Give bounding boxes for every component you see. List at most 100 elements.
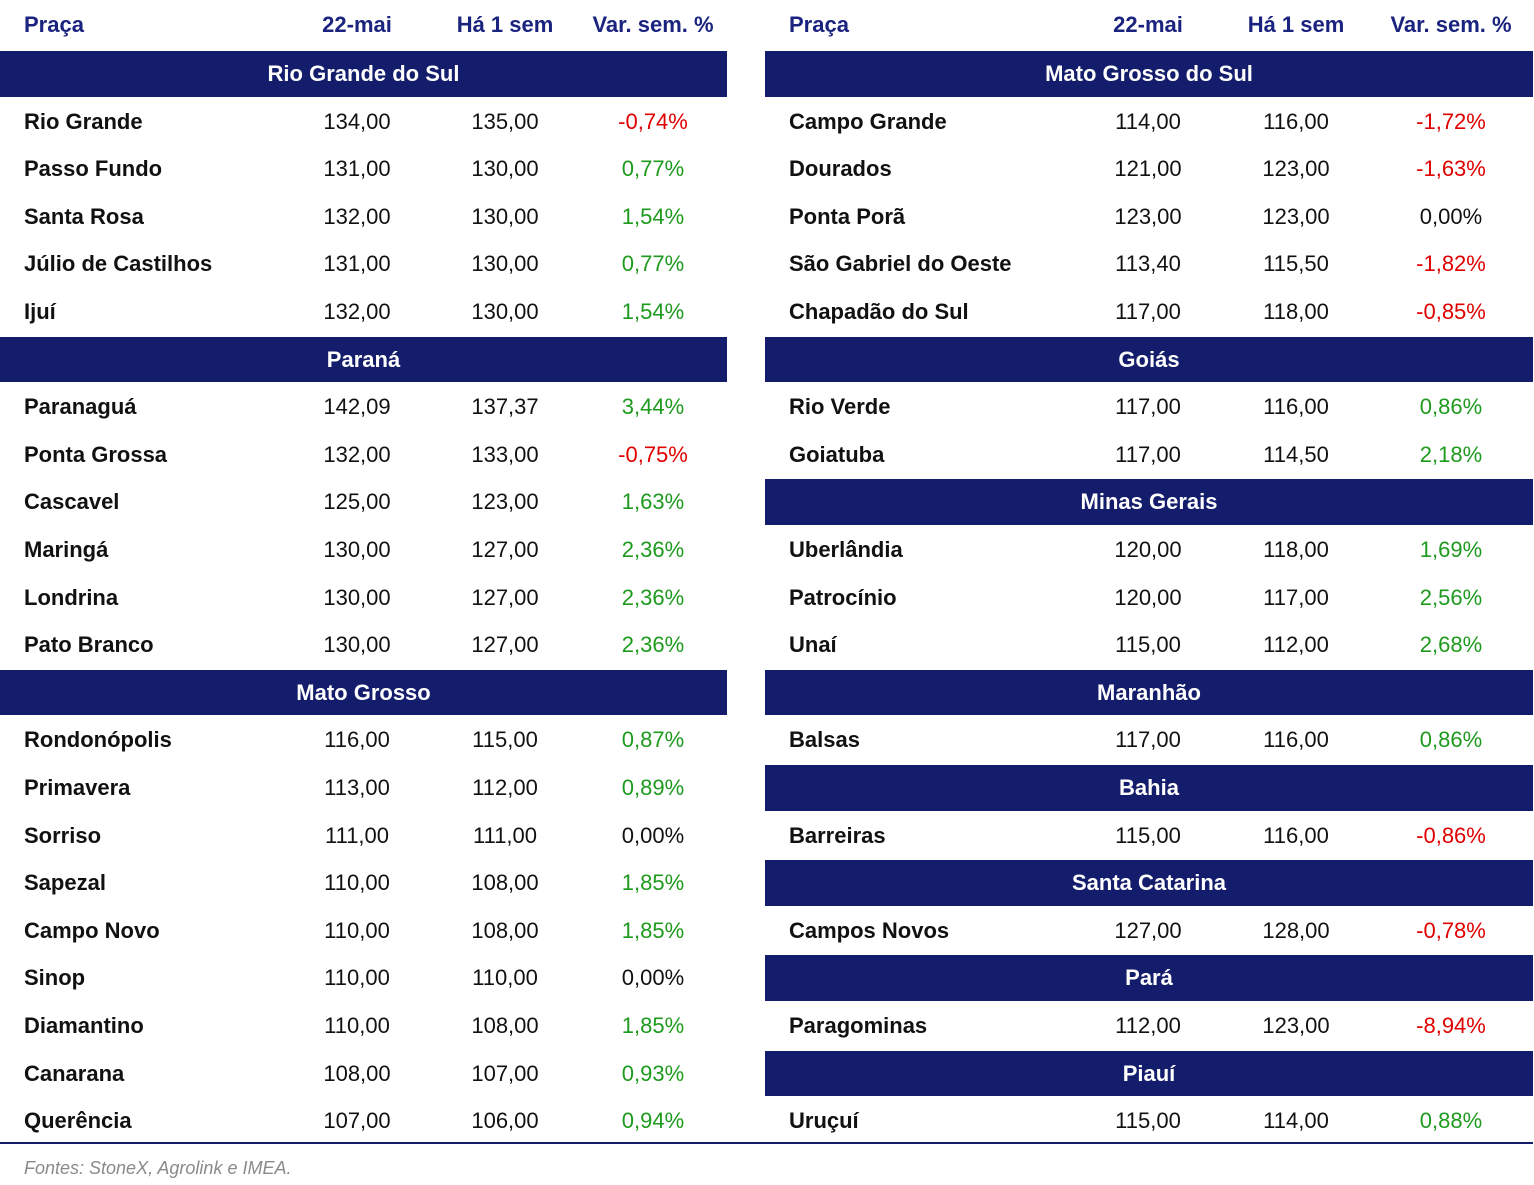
section-bar (765, 336, 1533, 383)
place-name: Primavera (24, 775, 131, 800)
variation: 0,89% (621, 775, 685, 800)
place-name: Ijuí (24, 299, 56, 324)
price: 117,00 (1115, 299, 1181, 324)
price: 130,00 (471, 203, 539, 229)
price: 120,00 (1114, 584, 1182, 610)
place-name: Sorriso (24, 822, 102, 848)
price: 111,00 (324, 822, 390, 848)
price: 112,00 (1115, 1013, 1181, 1038)
place-name: Rondonópolis (24, 727, 172, 753)
price: 134,00 (323, 108, 391, 134)
price: 128,00 (1262, 917, 1330, 943)
variation: 0,86% (1419, 727, 1483, 753)
place-name: Santa Rosa (24, 203, 144, 229)
section-title: Mato Grosso (296, 679, 431, 705)
place-name: Pato Branco (24, 632, 154, 658)
price: 127,00 (471, 537, 539, 562)
header-cell: Praça (789, 12, 849, 37)
variation: -0,75% (618, 441, 688, 467)
price: 132,00 (323, 441, 391, 467)
price: 127,00 (471, 632, 539, 658)
place-name: Balsas (789, 727, 860, 753)
price: 111,00 (472, 822, 538, 848)
variation: 2,68% (1419, 632, 1483, 658)
place-name: Patrocínio (789, 584, 897, 610)
price: 115,00 (1115, 1108, 1181, 1134)
price: 114,50 (1263, 441, 1329, 467)
price: 113,00 (324, 775, 390, 800)
variation: 1,85% (621, 870, 685, 896)
price: 108,00 (471, 917, 539, 943)
place-name: Rio Verde (789, 394, 891, 420)
price: 127,00 (1114, 917, 1182, 943)
place-name: Paranaguá (24, 394, 137, 420)
price: 116,00 (1263, 394, 1329, 420)
variation: 1,69% (1419, 537, 1483, 562)
section-title: Mato Grosso do Sul (1045, 61, 1253, 86)
price: 118,00 (1263, 537, 1329, 562)
price: 121,00 (1114, 156, 1182, 182)
place-name: Rio Grande (24, 108, 143, 134)
section-bar (0, 336, 727, 383)
section-title: Rio Grande do Sul (267, 61, 460, 86)
variation: 0,93% (621, 1060, 685, 1086)
variation: 0,88% (1419, 1108, 1483, 1134)
price: 130,00 (323, 632, 391, 658)
header-cell: 22-mai (322, 12, 392, 37)
variation: 3,44% (621, 394, 685, 420)
section-title: Maranhão (1097, 679, 1201, 705)
section-bar (765, 860, 1533, 906)
header-cell: 22-mai (1113, 12, 1183, 37)
section-bar (765, 479, 1533, 525)
place-name: São Gabriel do Oeste (789, 251, 1012, 277)
variation: 2,56% (1419, 584, 1483, 610)
footnote: Fontes: StoneX, Agrolink e IMEA. (24, 1158, 292, 1178)
variation: 2,18% (1419, 441, 1483, 467)
section-title: Paraná (326, 346, 401, 372)
variation: 1,85% (621, 917, 685, 943)
variation: 0,00% (621, 822, 685, 848)
price: 107,00 (323, 1108, 391, 1134)
place-name: Chapadão do Sul (789, 299, 969, 324)
price: 110,00 (324, 1013, 390, 1038)
variation: 0,77% (621, 156, 685, 182)
price: 125,00 (323, 489, 391, 515)
place-name: Dourados (789, 156, 892, 182)
variation: -1,63% (1416, 156, 1486, 182)
place-name: Campos Novos (789, 917, 950, 943)
price: 108,00 (471, 870, 539, 896)
price: 108,00 (471, 1013, 539, 1038)
price: 123,00 (1262, 156, 1330, 182)
section-bar (765, 669, 1533, 716)
price: 116,00 (324, 727, 390, 753)
section-title: Minas Gerais (1080, 489, 1218, 515)
place-name: Paragominas (789, 1013, 928, 1038)
price: 110,00 (324, 870, 390, 896)
price: 114,00 (1263, 1108, 1329, 1134)
place-name: Sinop (24, 965, 86, 991)
variation: 1,63% (621, 489, 685, 515)
variation: -0,86% (1416, 822, 1486, 848)
price: 117,00 (1115, 727, 1181, 753)
place-name: Maringá (24, 537, 109, 562)
price: 115,50 (1263, 251, 1329, 277)
place-name: Londrina (24, 584, 119, 610)
section-title: Bahia (1119, 775, 1179, 800)
place-name: Canarana (24, 1060, 125, 1086)
section-bar (765, 51, 1533, 97)
section-title: Pará (1125, 965, 1173, 991)
price: 110,00 (472, 965, 538, 991)
header-cell: Há 1 sem (456, 12, 554, 37)
price: 110,00 (324, 917, 390, 943)
price: 113,40 (1115, 251, 1181, 277)
section-title: Piauí (1122, 1060, 1176, 1086)
section-bar (0, 51, 727, 97)
price: 137,37 (471, 394, 539, 420)
header-cell: Praça (24, 12, 84, 37)
variation: 0,00% (1419, 203, 1483, 229)
header-cell: Há 1 sem (1247, 12, 1345, 37)
price: 116,00 (1263, 108, 1329, 134)
variation: 0,00% (621, 965, 685, 991)
price: 131,00 (323, 251, 391, 277)
